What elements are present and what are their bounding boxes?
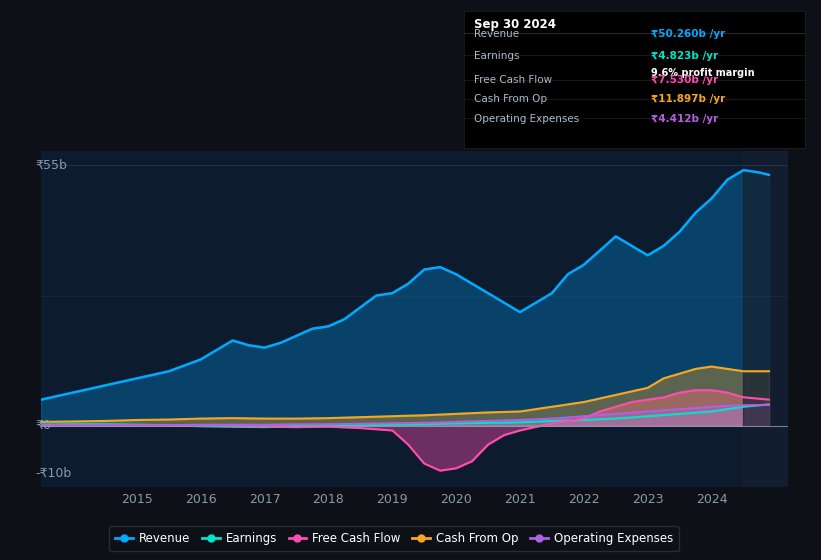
Text: ₹4.823b /yr: ₹4.823b /yr bbox=[651, 50, 718, 60]
Text: ₹11.897b /yr: ₹11.897b /yr bbox=[651, 95, 726, 105]
Text: ₹4.412b /yr: ₹4.412b /yr bbox=[651, 114, 718, 124]
Text: -₹10b: -₹10b bbox=[35, 466, 71, 479]
Text: Revenue: Revenue bbox=[474, 29, 519, 39]
Text: Sep 30 2024: Sep 30 2024 bbox=[474, 18, 556, 31]
Text: ₹7.530b /yr: ₹7.530b /yr bbox=[651, 75, 718, 85]
Text: 9.6% profit margin: 9.6% profit margin bbox=[651, 68, 754, 78]
Text: Cash From Op: Cash From Op bbox=[474, 95, 547, 105]
Legend: Revenue, Earnings, Free Cash Flow, Cash From Op, Operating Expenses: Revenue, Earnings, Free Cash Flow, Cash … bbox=[109, 526, 679, 551]
Text: Operating Expenses: Operating Expenses bbox=[474, 114, 580, 124]
Text: Free Cash Flow: Free Cash Flow bbox=[474, 75, 553, 85]
Bar bbox=[744, 151, 788, 487]
Text: ₹0: ₹0 bbox=[35, 419, 51, 432]
Text: ₹50.260b /yr: ₹50.260b /yr bbox=[651, 29, 726, 39]
Text: ₹55b: ₹55b bbox=[35, 159, 67, 172]
Text: Earnings: Earnings bbox=[474, 50, 520, 60]
